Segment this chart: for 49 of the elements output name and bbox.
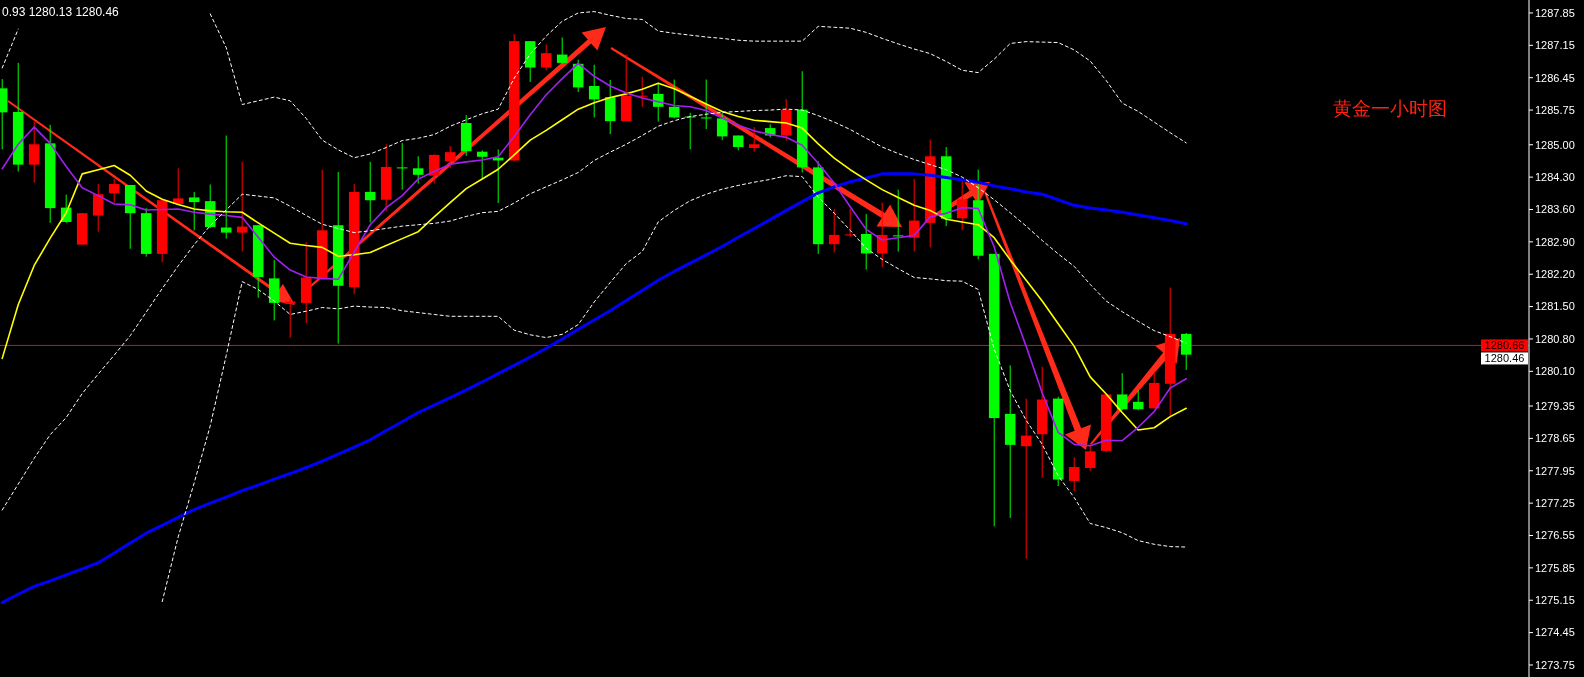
- y-tick-label: 1279.35: [1535, 399, 1575, 412]
- y-tick-label: 1276.55: [1535, 529, 1575, 542]
- candlestick: [172, 167, 184, 206]
- candlestick: [396, 142, 408, 191]
- y-tick-label: 1278.65: [1535, 432, 1575, 445]
- ref-line-label: 1280.66: [1484, 339, 1525, 352]
- candlestick: [188, 191, 200, 231]
- candlestick: [1084, 442, 1096, 472]
- y-tick-label: 1287.85: [1535, 6, 1575, 19]
- candlestick: [556, 36, 568, 65]
- candlestick: [108, 178, 120, 204]
- candlestick: [716, 112, 728, 141]
- candlestick: [1116, 372, 1128, 411]
- text: 黄金一小时图: [1333, 97, 1447, 119]
- candlestick: [1132, 389, 1144, 411]
- y-tick-label: 1281.50: [1535, 300, 1575, 313]
- y-tick-label: 1277.25: [1535, 496, 1575, 509]
- annotation: 0.93 1280.13 1280.46: [2, 5, 120, 19]
- y-tick-label: 1282.90: [1535, 235, 1575, 248]
- candlestick: [412, 155, 424, 185]
- y-tick-label: 1283.60: [1535, 203, 1575, 216]
- y-tick-label: 1280.10: [1535, 365, 1575, 378]
- y-tick-label: 1280.80: [1535, 332, 1575, 345]
- candlestick: [700, 79, 712, 130]
- y-tick-label: 1273.75: [1535, 658, 1575, 671]
- candlestick: [828, 208, 840, 253]
- candlestick: [588, 64, 600, 118]
- y-tick-label: 1286.45: [1535, 71, 1575, 84]
- text: 1280.46: [1484, 352, 1525, 365]
- y-tick-label: 1274.45: [1535, 626, 1575, 639]
- candlestick: [1180, 332, 1192, 371]
- candlestick: [476, 149, 488, 180]
- candlestick: [1068, 456, 1080, 492]
- y-tick-label: 1275.85: [1535, 561, 1575, 574]
- candlestick: [540, 43, 552, 71]
- y-tick-label: 1282.20: [1535, 268, 1575, 281]
- y-tick-label: 1275.15: [1535, 594, 1575, 607]
- y-tick-label: 1284.30: [1535, 170, 1575, 183]
- y-tick-label: 1277.95: [1535, 464, 1575, 477]
- y-tick-label: 1285.75: [1535, 103, 1575, 116]
- candlestick: [236, 161, 248, 253]
- candlestick: [892, 189, 904, 253]
- candlestick: [444, 145, 456, 169]
- candlestick: [220, 134, 232, 240]
- candlestick: [748, 126, 760, 153]
- y-tick-label: 1285.00: [1535, 138, 1575, 151]
- y-tick-label: 1287.15: [1535, 39, 1575, 52]
- candlestick: [28, 121, 40, 184]
- candlestick: [364, 161, 376, 223]
